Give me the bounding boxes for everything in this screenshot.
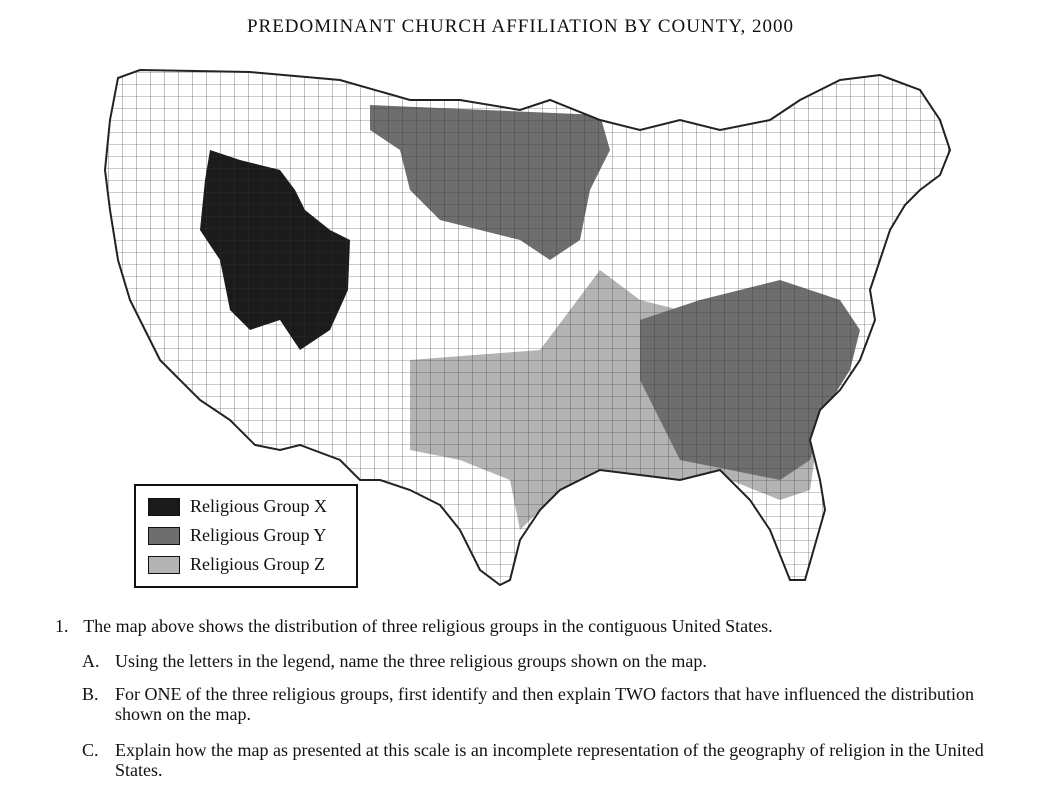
legend-label: Religious Group Y bbox=[190, 525, 327, 545]
question-prompt: 1. The map above shows the distribution … bbox=[55, 616, 773, 637]
legend-swatch bbox=[148, 526, 180, 545]
legend-label: Religious Group X bbox=[190, 496, 327, 516]
legend-label: Religious Group Z bbox=[190, 554, 325, 574]
part-letter: C. bbox=[82, 740, 99, 760]
part-text: Explain how the map as presented at this… bbox=[115, 740, 984, 780]
part-text: Using the letters in the legend, name th… bbox=[115, 651, 707, 671]
part-text: For ONE of the three religious groups, f… bbox=[115, 684, 974, 724]
part-letter: A. bbox=[82, 651, 100, 671]
question-part-c: C. Explain how the map as presented at t… bbox=[82, 740, 992, 780]
question-text: The map above shows the distribution of … bbox=[83, 616, 773, 636]
legend-swatch bbox=[148, 497, 180, 516]
question-part-a: A. Using the letters in the legend, name… bbox=[82, 651, 992, 671]
legend-item-group-y: Religious Group Y bbox=[148, 525, 326, 546]
part-letter: B. bbox=[82, 684, 99, 704]
question-part-b: B. For ONE of the three religious groups… bbox=[82, 684, 992, 724]
map-legend: Religious Group X Religious Group Y Reli… bbox=[134, 484, 358, 588]
question-number: 1. bbox=[55, 616, 69, 636]
legend-swatch bbox=[148, 555, 180, 574]
map-title: PREDOMINANT CHURCH AFFILIATION BY COUNTY… bbox=[246, 16, 795, 37]
legend-item-group-x: Religious Group X bbox=[148, 496, 327, 517]
legend-item-group-z: Religious Group Z bbox=[148, 554, 325, 575]
